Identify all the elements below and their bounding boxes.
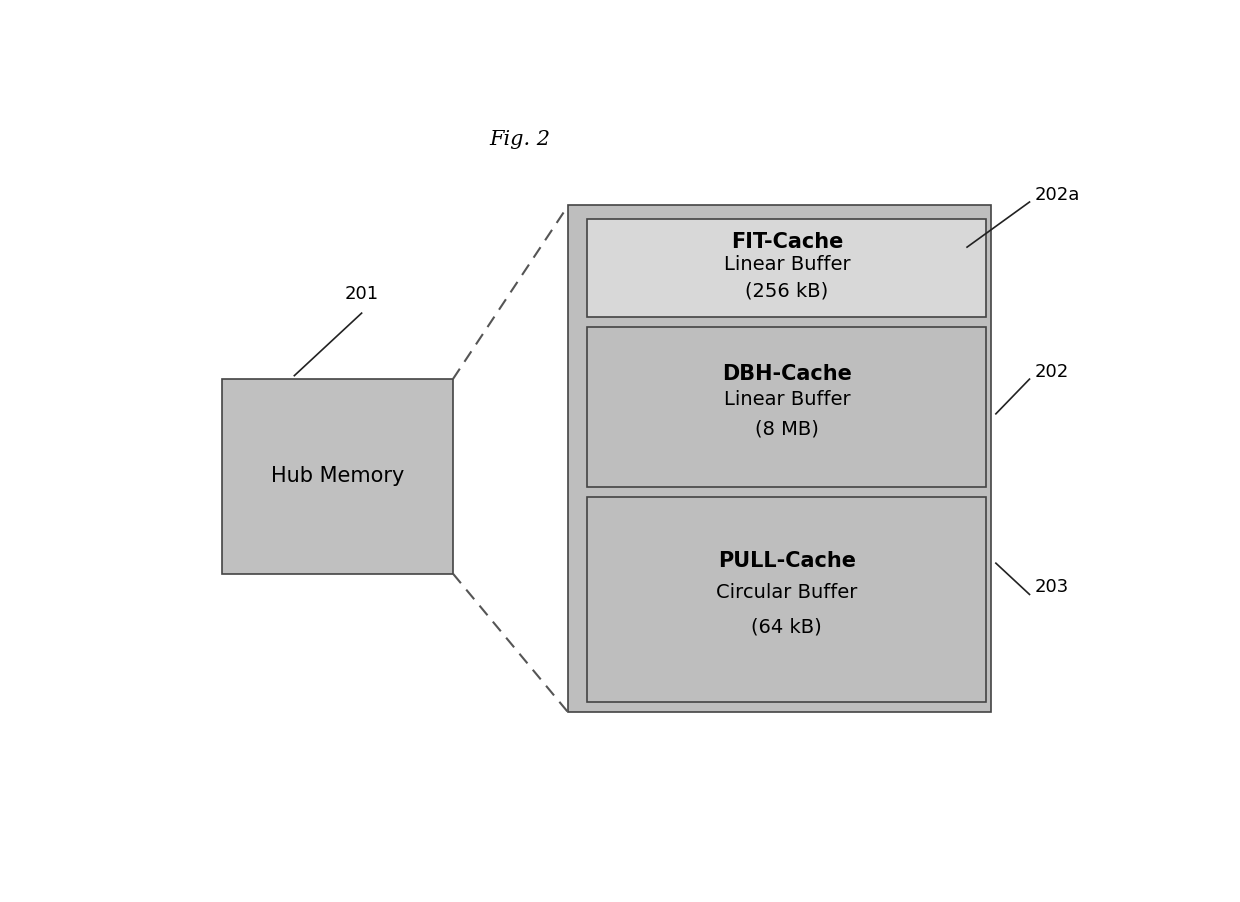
Text: FIT-Cache: FIT-Cache [730,232,843,252]
Text: 202a: 202a [1034,186,1080,204]
Bar [222,379,453,574]
Text: 201: 201 [345,285,378,303]
Text: 202: 202 [1034,364,1069,382]
Text: Linear Buffer: Linear Buffer [724,255,851,274]
Text: Hub Memory: Hub Memory [270,466,404,486]
Text: Circular Buffer: Circular Buffer [717,584,858,603]
Text: Linear Buffer: Linear Buffer [724,391,851,410]
Text: (8 MB): (8 MB) [755,419,818,438]
Text: 203: 203 [1034,578,1069,596]
Text: (256 kB): (256 kB) [745,281,828,300]
Bar [568,206,991,713]
Text: (64 kB): (64 kB) [751,618,822,637]
Text: DBH-Cache: DBH-Cache [722,364,852,383]
Bar [588,497,986,702]
Bar [588,219,986,317]
Text: PULL-Cache: PULL-Cache [718,551,856,571]
Text: Fig. 2: Fig. 2 [490,130,551,149]
Bar [588,327,986,487]
